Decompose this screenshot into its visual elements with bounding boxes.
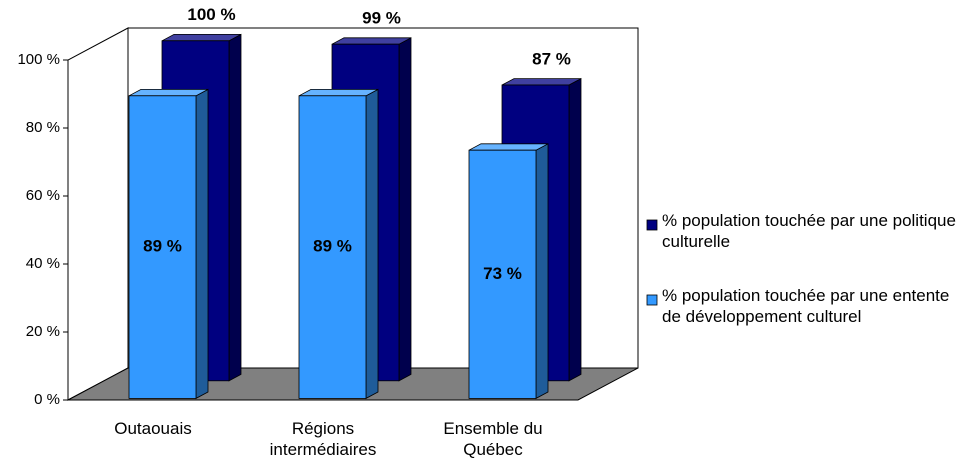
bar-side	[365, 88, 379, 400]
y-tick-label: 100 %	[17, 51, 60, 68]
bar-side	[228, 33, 242, 382]
x-tick-label: Régions intermédiaires	[269, 419, 377, 459]
bar-side	[568, 77, 582, 382]
legend-swatch	[646, 294, 658, 306]
bar-top	[298, 89, 379, 97]
x-tick-label: Ensemble du Québec	[443, 419, 543, 459]
legend-label: % population touchée par une entente de …	[662, 286, 950, 326]
value-label: 100 %	[187, 5, 235, 24]
y-tick-label: 40 %	[26, 255, 60, 272]
x-tick-label: Outaouais	[114, 419, 192, 438]
legend-label: % population touchée par une politique c…	[662, 211, 956, 251]
bar	[298, 95, 367, 399]
bar-side	[398, 37, 412, 382]
value-label: 89 %	[143, 237, 182, 256]
y-tick-label: 0 %	[34, 391, 60, 408]
bar-side	[195, 88, 209, 400]
bar	[468, 149, 537, 399]
bar-top	[128, 89, 209, 97]
legend-swatch	[646, 219, 658, 231]
bar-top	[161, 34, 242, 42]
bar	[128, 95, 197, 399]
bar-top	[468, 143, 549, 151]
legend-label-box: % population touchée par une entente de …	[662, 286, 950, 326]
value-label: 87 %	[532, 49, 571, 68]
y-tick-label: 20 %	[26, 323, 60, 340]
x-tick-label-box: Ensemble du Québec	[443, 419, 543, 459]
left-wall	[67, 27, 129, 401]
x-tick-label-box: Régions intermédiaires	[269, 419, 377, 459]
bar-3d	[128, 88, 209, 400]
value-label: 99 %	[362, 8, 401, 27]
value-label: 89 %	[313, 237, 352, 256]
bar-side	[535, 143, 549, 400]
bar-3d	[298, 88, 379, 400]
y-tick-label: 60 %	[26, 187, 60, 204]
bar-3d	[468, 143, 549, 400]
value-label: 73 %	[483, 264, 522, 283]
bar-top	[331, 37, 412, 45]
legend-label-box: % population touchée par une politique c…	[662, 211, 956, 251]
x-tick-label-box: Outaouais	[114, 419, 192, 438]
bar-top	[501, 78, 582, 86]
y-tick-label: 80 %	[26, 119, 60, 136]
